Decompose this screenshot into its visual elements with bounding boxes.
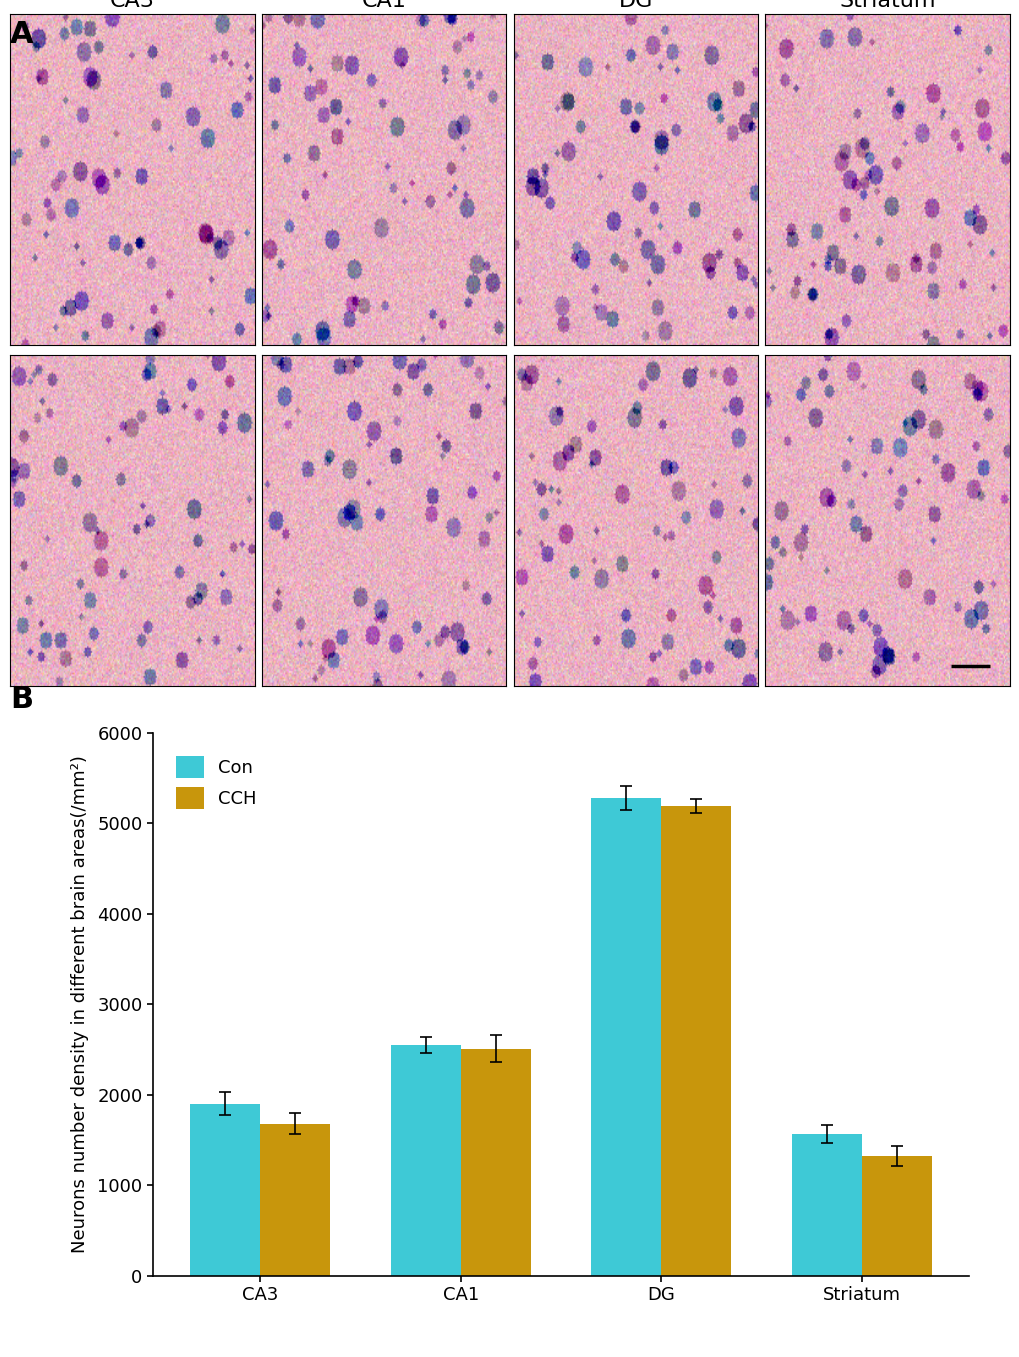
Y-axis label: Neurons number density in different brain areas(/mm²): Neurons number density in different brai… [71,756,89,1253]
Bar [660,806,731,1276]
Bar [190,1103,260,1276]
Text: B: B [10,685,34,714]
Bar [590,798,660,1276]
Bar [260,1124,330,1276]
Bar [461,1049,531,1276]
Title: CA3: CA3 [110,0,155,11]
Title: DG: DG [619,0,652,11]
Legend: Con, CCH: Con, CCH [162,742,271,824]
Bar [390,1045,461,1276]
Bar [861,1156,931,1276]
Title: Striatum: Striatum [839,0,934,11]
Bar [791,1133,861,1276]
Text: A: A [10,20,34,49]
Title: CA1: CA1 [362,0,407,11]
